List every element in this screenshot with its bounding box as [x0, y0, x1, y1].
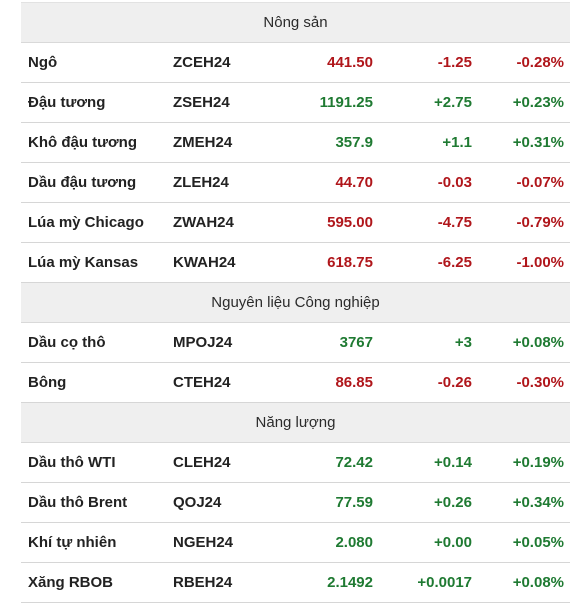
commodity-name: Khô đậu tương	[28, 134, 138, 151]
section-header-energy: Năng lượng	[21, 403, 570, 443]
change-percent: -0.30%	[516, 374, 564, 391]
change-percent: +0.05%	[512, 534, 564, 551]
section-title: Nông sản	[263, 14, 328, 31]
commodity-name: Dầu thô Brent	[28, 494, 128, 511]
change-percent: +0.23%	[512, 94, 564, 111]
commodity-name: Đậu tương	[28, 94, 106, 111]
change-value: +2.75	[434, 94, 472, 111]
table-row: Dầu cọ thô MPOJ24 3767 +3 +0.08%	[21, 323, 570, 363]
change-value: -1.25	[437, 54, 472, 71]
ticker-code: RBEH24	[173, 574, 233, 591]
ticker-code: CLEH24	[173, 454, 231, 471]
commodity-price-table: Nông sản Ngô ZCEH24 441.50 -1.25 -0.28% …	[21, 2, 570, 603]
price-value: 77.59	[335, 494, 373, 511]
price-value: 441.50	[327, 54, 373, 71]
change-value: +0.0017	[417, 574, 472, 591]
ticker-code: ZSEH24	[173, 94, 230, 111]
change-value: -4.75	[437, 214, 472, 231]
change-percent: +0.08%	[512, 574, 564, 591]
price-value: 3767	[339, 334, 373, 351]
section-title: Nguyên liệu Công nghiệp	[211, 294, 380, 311]
table-row: Dầu đậu tương ZLEH24 44.70 -0.03 -0.07%	[21, 163, 570, 203]
table-row: Bông CTEH24 86.85 -0.26 -0.30%	[21, 363, 570, 403]
commodity-name: Dầu đậu tương	[28, 174, 137, 191]
table-row: Xăng RBOB RBEH24 2.1492 +0.0017 +0.08%	[21, 563, 570, 603]
change-value: +0.26	[434, 494, 472, 511]
change-percent: -1.00%	[516, 254, 564, 271]
price-value: 618.75	[327, 254, 373, 271]
commodity-name: Khí tự nhiên	[28, 534, 117, 551]
commodity-name: Ngô	[28, 54, 58, 71]
change-value: +1.1	[442, 134, 472, 151]
table-row: Lúa mỳ Kansas KWAH24 618.75 -6.25 -1.00%	[21, 243, 570, 283]
table-row: Dầu thô Brent QOJ24 77.59 +0.26 +0.34%	[21, 483, 570, 523]
ticker-code: ZMEH24	[173, 134, 233, 151]
section-header-agriculture: Nông sản	[21, 3, 570, 43]
change-percent: +0.08%	[512, 334, 564, 351]
change-percent: +0.19%	[512, 454, 564, 471]
change-percent: +0.34%	[512, 494, 564, 511]
change-percent: -0.07%	[516, 174, 564, 191]
change-percent: -0.28%	[516, 54, 564, 71]
commodity-name: Dầu thô WTI	[28, 454, 116, 471]
commodity-name: Lúa mỳ Chicago	[28, 214, 144, 231]
section-header-industrial: Nguyên liệu Công nghiệp	[21, 283, 570, 323]
change-value: +0.00	[434, 534, 472, 551]
price-value: 2.1492	[327, 574, 373, 591]
commodity-name: Bông	[28, 374, 67, 391]
table-row: Dầu thô WTI CLEH24 72.42 +0.14 +0.19%	[21, 443, 570, 483]
ticker-code: QOJ24	[173, 494, 222, 511]
change-value: +0.14	[434, 454, 472, 471]
price-value: 72.42	[335, 454, 373, 471]
commodity-name: Lúa mỳ Kansas	[28, 254, 139, 271]
price-value: 357.9	[335, 134, 373, 151]
price-value: 595.00	[327, 214, 373, 231]
ticker-code: ZLEH24	[173, 174, 229, 191]
ticker-code: ZCEH24	[173, 54, 231, 71]
table-row: Khí tự nhiên NGEH24 2.080 +0.00 +0.05%	[21, 523, 570, 563]
price-value: 86.85	[335, 374, 373, 391]
section-title: Năng lượng	[255, 414, 336, 431]
price-value: 2.080	[335, 534, 373, 551]
price-value: 44.70	[335, 174, 373, 191]
change-percent: -0.79%	[516, 214, 564, 231]
ticker-code: MPOJ24	[173, 334, 233, 351]
commodity-name: Xăng RBOB	[28, 574, 114, 591]
table-row: Đậu tương ZSEH24 1191.25 +2.75 +0.23%	[21, 83, 570, 123]
change-value: +3	[454, 334, 472, 351]
ticker-code: CTEH24	[173, 374, 231, 391]
change-percent: +0.31%	[512, 134, 564, 151]
table-row: Lúa mỳ Chicago ZWAH24 595.00 -4.75 -0.79…	[21, 203, 570, 243]
price-value: 1191.25	[319, 94, 373, 111]
table-row: Khô đậu tương ZMEH24 357.9 +1.1 +0.31%	[21, 123, 570, 163]
change-value: -6.25	[437, 254, 472, 271]
change-value: -0.03	[437, 174, 472, 191]
ticker-code: ZWAH24	[173, 214, 234, 231]
ticker-code: KWAH24	[173, 254, 236, 271]
commodity-name: Dầu cọ thô	[28, 334, 106, 351]
ticker-code: NGEH24	[173, 534, 234, 551]
table-row: Ngô ZCEH24 441.50 -1.25 -0.28%	[21, 43, 570, 83]
change-value: -0.26	[437, 374, 472, 391]
